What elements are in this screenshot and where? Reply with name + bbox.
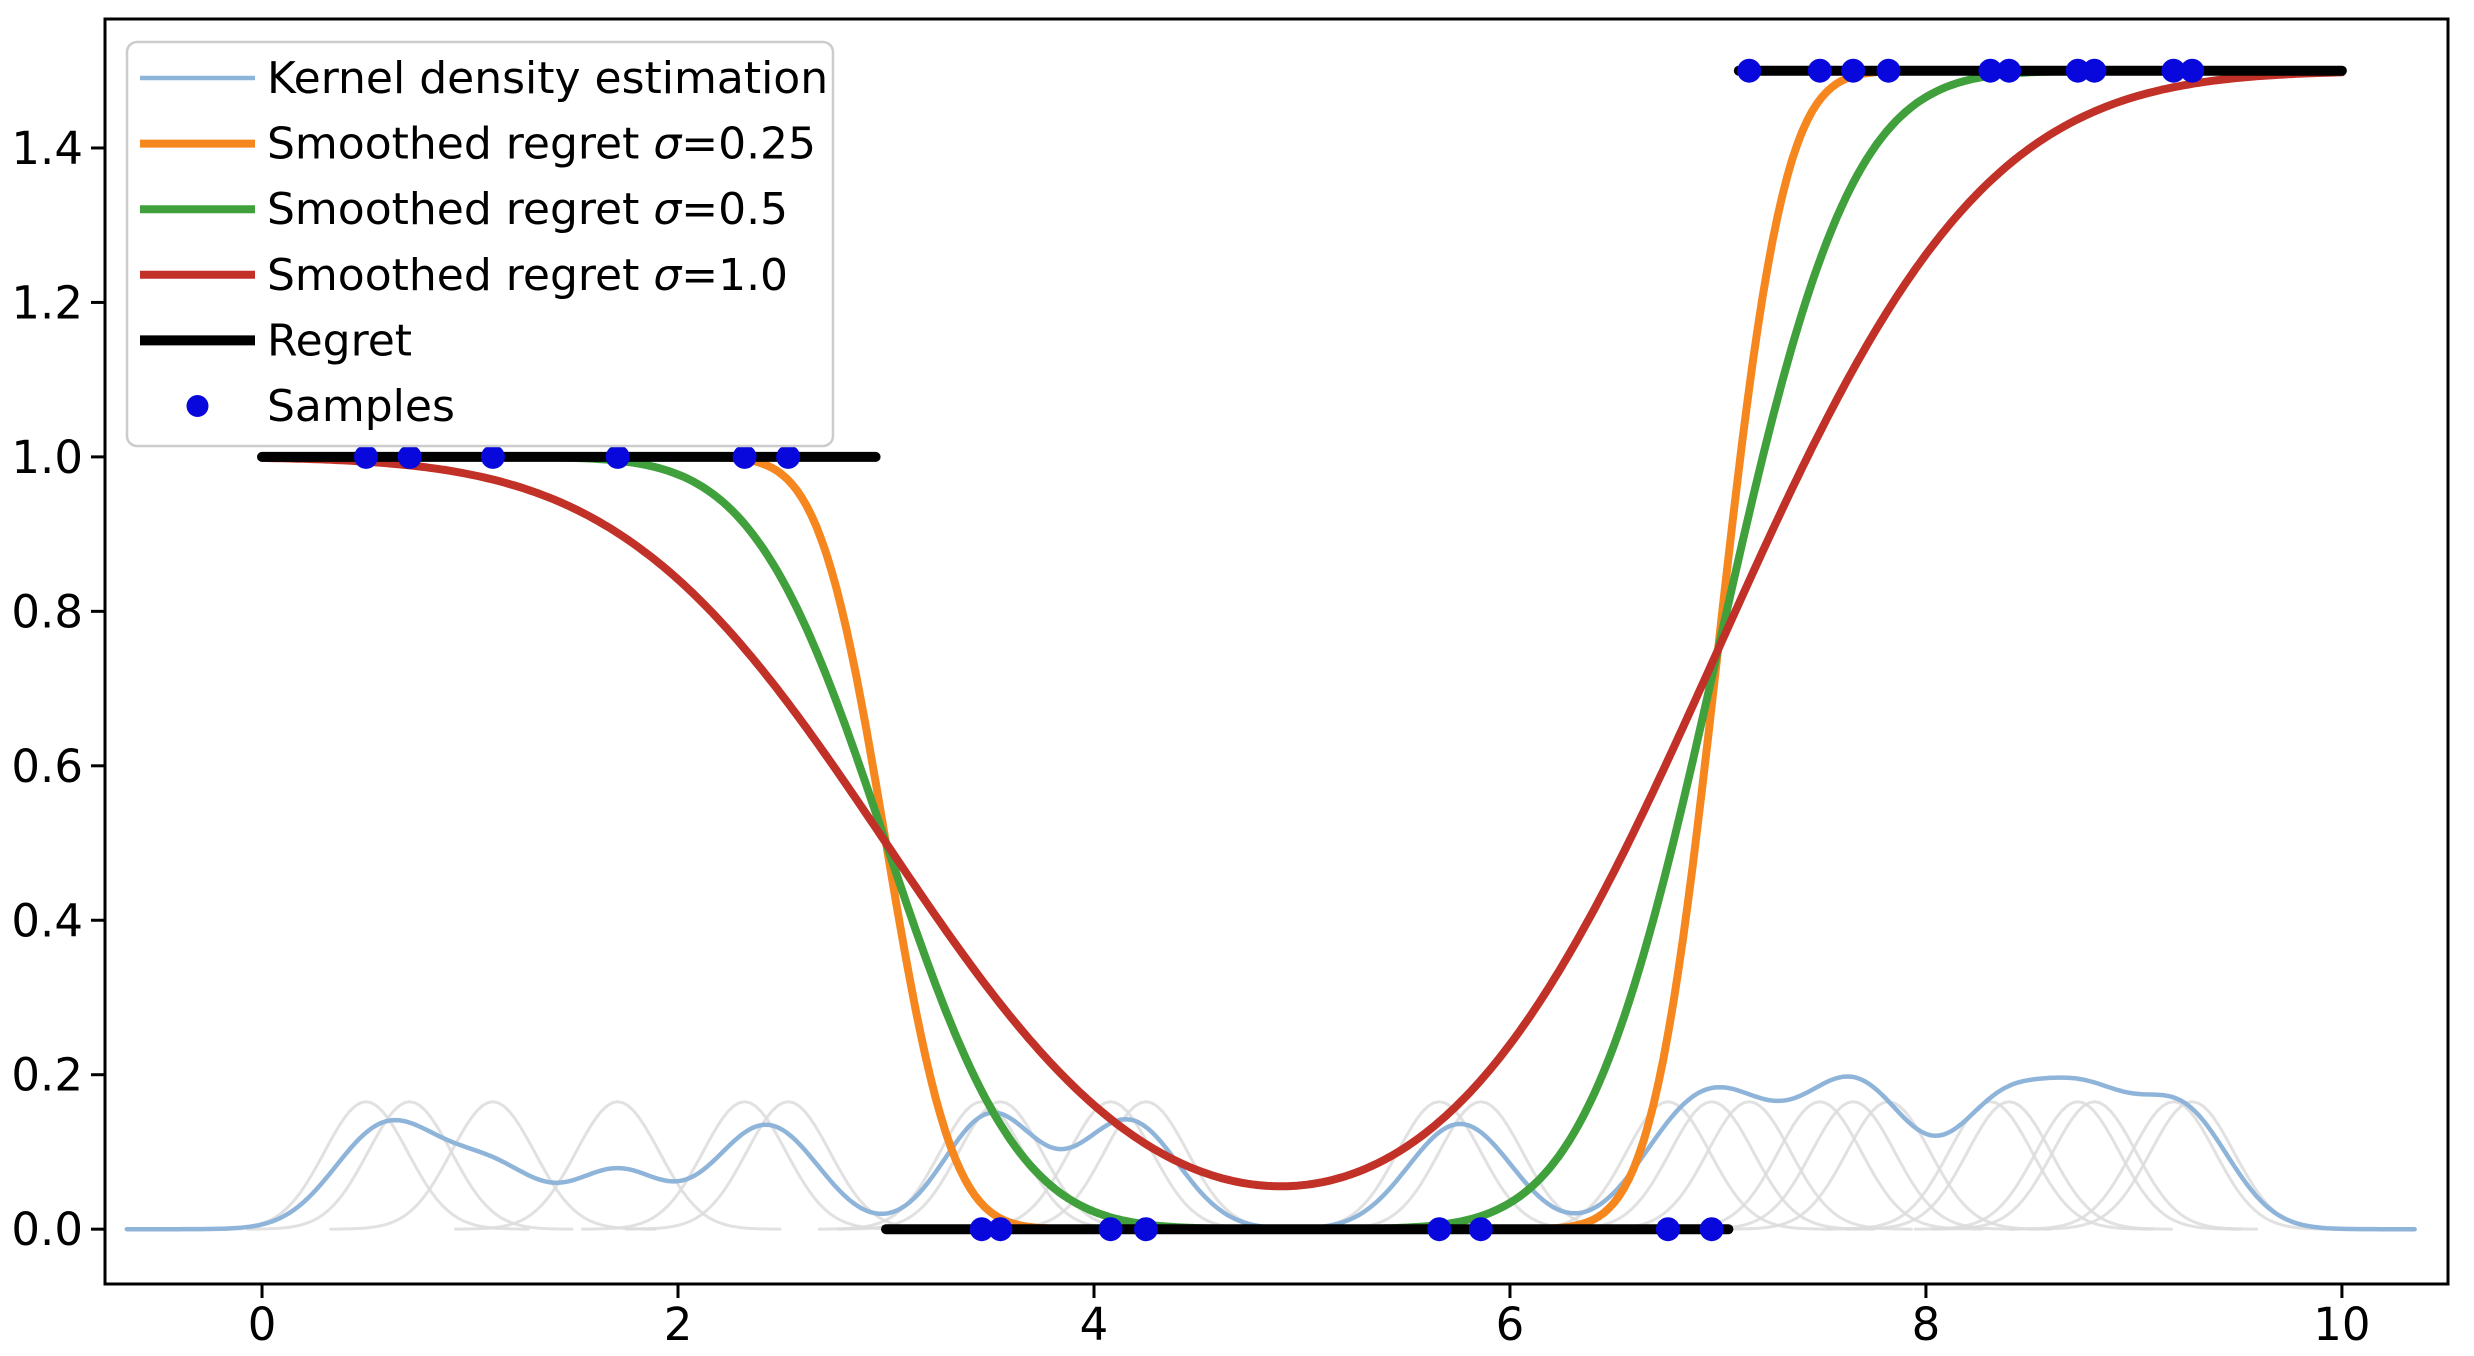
sample-dot: [2161, 58, 2186, 83]
kde-kernel-bell: [246, 1100, 574, 1231]
legend-dot-swatch: [186, 395, 209, 417]
kde-kernel-bell: [454, 1100, 782, 1231]
y-tick-label: 1.2: [11, 276, 83, 329]
x-tick-label: 10: [2313, 1298, 2370, 1351]
kde-kernel-bell: [1548, 1100, 1876, 1231]
kde-curve: [124, 1074, 2417, 1232]
sample-dot: [1737, 58, 1762, 83]
legend-entry-label: Samples: [267, 381, 455, 432]
x-tick-label: 2: [664, 1298, 693, 1351]
sample-dot: [1978, 58, 2003, 83]
x-tick-label: 0: [248, 1298, 277, 1351]
sample-dot: [354, 444, 378, 469]
x-tick-label: 4: [1080, 1298, 1109, 1351]
y-tick-label: 1.0: [11, 431, 83, 484]
y-tick-label: 0.2: [11, 1049, 83, 1102]
y-tick-label: 0.8: [11, 585, 83, 638]
kde-kernel-bell: [329, 1100, 657, 1231]
kde-kernel-bell: [2009, 1100, 2338, 1231]
legend-box: [125, 40, 835, 448]
kde-kernel-bell: [580, 1100, 909, 1231]
sample-dot: [969, 1217, 994, 1242]
sample-dot: [1656, 1217, 1680, 1242]
sample-dot: [1468, 1217, 1493, 1242]
sample-dot: [397, 444, 422, 469]
kde-kernel-bell: [202, 1100, 530, 1231]
sample-dot: [1427, 1217, 1452, 1242]
kde-kernel-bell: [1930, 1100, 2259, 1231]
x-tick-label: 8: [1912, 1298, 1941, 1351]
legend-entry-label: Smoothed regret σ=1.0: [267, 250, 788, 301]
sample-dot: [1876, 58, 1901, 83]
sample-dot: [1807, 58, 1832, 83]
sample-dot: [1997, 58, 2022, 83]
legend-entry-label: Smoothed regret σ=0.5: [267, 184, 788, 235]
sample-dot: [480, 444, 505, 469]
sample-dot: [2065, 58, 2090, 83]
sample-dot: [776, 444, 801, 469]
sample-dot: [1134, 1217, 1158, 1242]
legend-entry-label: Kernel density estimation: [267, 53, 828, 104]
kde-kernel-bell: [2028, 1100, 2356, 1231]
sample-dot: [2082, 58, 2107, 83]
y-tick-label: 0.0: [11, 1203, 83, 1256]
sample-dot: [732, 444, 757, 469]
sample-dot: [1841, 58, 1866, 83]
sample-dot: [2180, 58, 2205, 83]
kde-kernel-bell: [1689, 1100, 2017, 1231]
sample-dot: [1699, 1217, 1724, 1242]
x-tick-label: 6: [1496, 1298, 1525, 1351]
y-tick-label: 1.4: [11, 122, 83, 175]
sample-dot: [1098, 1217, 1123, 1242]
kde-kernel-bell: [1845, 1100, 2173, 1231]
plot-border: [103, 17, 2450, 1286]
kde-kernel-bell: [1724, 1100, 2053, 1231]
legend-entry-label: Smoothed regret σ=0.25: [267, 119, 816, 170]
y-tick-label: 0.6: [11, 740, 83, 793]
kde-kernel-bell: [1826, 1100, 2155, 1231]
y-tick-label: 0.4: [11, 894, 83, 947]
sample-dot: [988, 1217, 1013, 1242]
sample-dot: [605, 444, 630, 469]
legend-entry-label: Regret: [267, 315, 412, 366]
kde-kernel-bell: [1914, 1100, 2242, 1231]
smoothed-regret-curve-sigma-1: [258, 68, 2346, 1191]
